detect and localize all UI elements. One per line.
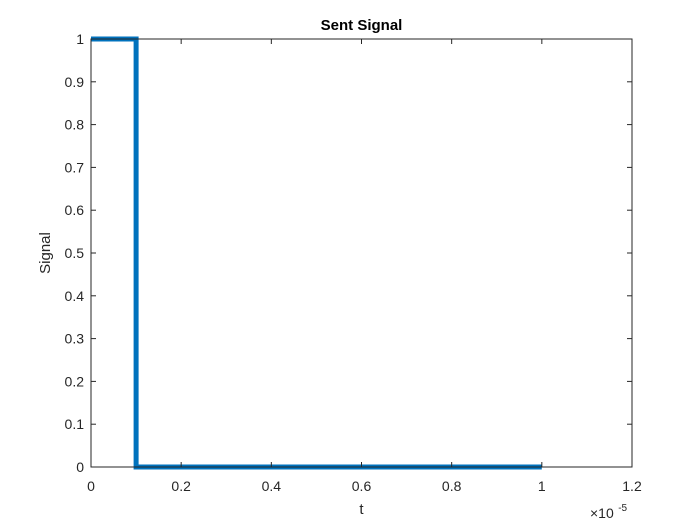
- x-tick-label: 0.6: [352, 478, 372, 494]
- y-axis-label: Signal: [37, 232, 54, 274]
- y-tick-label: 0.7: [65, 159, 85, 175]
- chart-title: Sent Signal: [321, 17, 403, 34]
- x-axis-exponent-power: -5: [618, 503, 627, 514]
- y-tick-label: 0.4: [65, 288, 85, 304]
- x-tick-label: 0.4: [262, 478, 282, 494]
- x-tick-label: 0.2: [171, 478, 191, 494]
- y-tick-label: 0.6: [65, 202, 85, 218]
- y-tick-label: 0.3: [65, 331, 85, 347]
- y-tick-label: 0.1: [65, 416, 85, 432]
- x-tick-label: 0: [87, 478, 95, 494]
- x-tick-label: 1: [538, 478, 546, 494]
- y-tick-label: 0.2: [65, 373, 85, 389]
- x-tick-label: 0.8: [442, 478, 462, 494]
- plot-area: [91, 39, 632, 467]
- x-axis-exponent-base: ×10: [590, 505, 614, 521]
- x-axis-exponent: ×10 -5: [590, 503, 628, 522]
- x-tick-label: 1.2: [622, 478, 642, 494]
- x-axis-label: t: [359, 501, 364, 518]
- y-tick-label: 0.5: [65, 245, 85, 261]
- y-tick-label: 1: [76, 31, 84, 47]
- ticks-layer: 0 0.2 0.4 0.6 0.8 1 1.2 0 0.1 0.2 0.3 0.4 0.5 0.6 0.7 0…: [65, 31, 642, 494]
- y-tick-label: 0.8: [65, 117, 85, 133]
- y-tick-label: 0.9: [65, 74, 85, 90]
- y-tick-label: 0: [76, 459, 84, 475]
